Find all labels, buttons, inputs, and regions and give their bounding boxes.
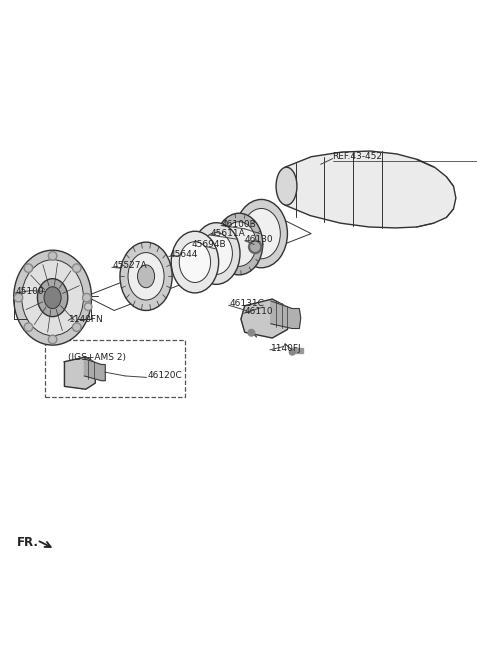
Circle shape bbox=[249, 240, 262, 254]
Ellipse shape bbox=[222, 222, 256, 266]
Text: 1140FJ: 1140FJ bbox=[271, 344, 301, 353]
Circle shape bbox=[24, 323, 33, 331]
Text: REF.43-452: REF.43-452 bbox=[333, 152, 383, 161]
Circle shape bbox=[50, 253, 56, 259]
Text: (IGS+AMS 2): (IGS+AMS 2) bbox=[68, 353, 126, 363]
Ellipse shape bbox=[276, 167, 297, 205]
Text: 46100B: 46100B bbox=[222, 219, 257, 229]
Text: 1140FN: 1140FN bbox=[69, 315, 104, 323]
Polygon shape bbox=[241, 299, 291, 338]
Text: 46110: 46110 bbox=[245, 307, 274, 317]
Circle shape bbox=[84, 303, 92, 311]
Ellipse shape bbox=[137, 265, 155, 288]
Circle shape bbox=[248, 329, 255, 336]
Circle shape bbox=[48, 252, 57, 260]
Circle shape bbox=[74, 265, 80, 271]
Ellipse shape bbox=[192, 223, 240, 284]
Ellipse shape bbox=[37, 279, 68, 317]
Polygon shape bbox=[285, 151, 456, 228]
Text: 45694B: 45694B bbox=[192, 240, 226, 250]
Ellipse shape bbox=[120, 242, 172, 311]
Circle shape bbox=[14, 294, 23, 302]
Circle shape bbox=[74, 325, 80, 330]
Text: FR.: FR. bbox=[17, 537, 39, 549]
Circle shape bbox=[289, 350, 295, 355]
Circle shape bbox=[86, 304, 91, 309]
Ellipse shape bbox=[44, 286, 61, 309]
Ellipse shape bbox=[235, 200, 288, 268]
Text: 45527A: 45527A bbox=[113, 261, 147, 271]
Ellipse shape bbox=[171, 231, 219, 293]
Ellipse shape bbox=[216, 214, 263, 275]
Polygon shape bbox=[84, 359, 105, 380]
Ellipse shape bbox=[200, 233, 232, 275]
Circle shape bbox=[25, 265, 31, 271]
Circle shape bbox=[72, 323, 81, 331]
Circle shape bbox=[83, 294, 91, 302]
Circle shape bbox=[251, 242, 260, 251]
Text: 45100: 45100 bbox=[16, 287, 45, 296]
Circle shape bbox=[24, 264, 33, 273]
Polygon shape bbox=[271, 301, 301, 328]
FancyBboxPatch shape bbox=[46, 340, 185, 397]
Circle shape bbox=[25, 325, 31, 330]
Bar bbox=[292, 348, 302, 353]
Ellipse shape bbox=[14, 250, 92, 345]
Text: 45644: 45644 bbox=[170, 250, 198, 260]
Text: 46120C: 46120C bbox=[147, 371, 182, 380]
Ellipse shape bbox=[179, 242, 211, 283]
Text: 46131C: 46131C bbox=[229, 300, 264, 308]
Circle shape bbox=[84, 295, 90, 300]
Circle shape bbox=[48, 335, 57, 344]
Circle shape bbox=[15, 295, 21, 300]
Ellipse shape bbox=[242, 208, 280, 259]
Text: 45611A: 45611A bbox=[211, 229, 245, 238]
Circle shape bbox=[50, 336, 56, 342]
Circle shape bbox=[72, 264, 81, 273]
Ellipse shape bbox=[128, 252, 164, 300]
Polygon shape bbox=[64, 357, 96, 389]
Ellipse shape bbox=[22, 260, 84, 336]
Text: 46130: 46130 bbox=[245, 235, 274, 244]
